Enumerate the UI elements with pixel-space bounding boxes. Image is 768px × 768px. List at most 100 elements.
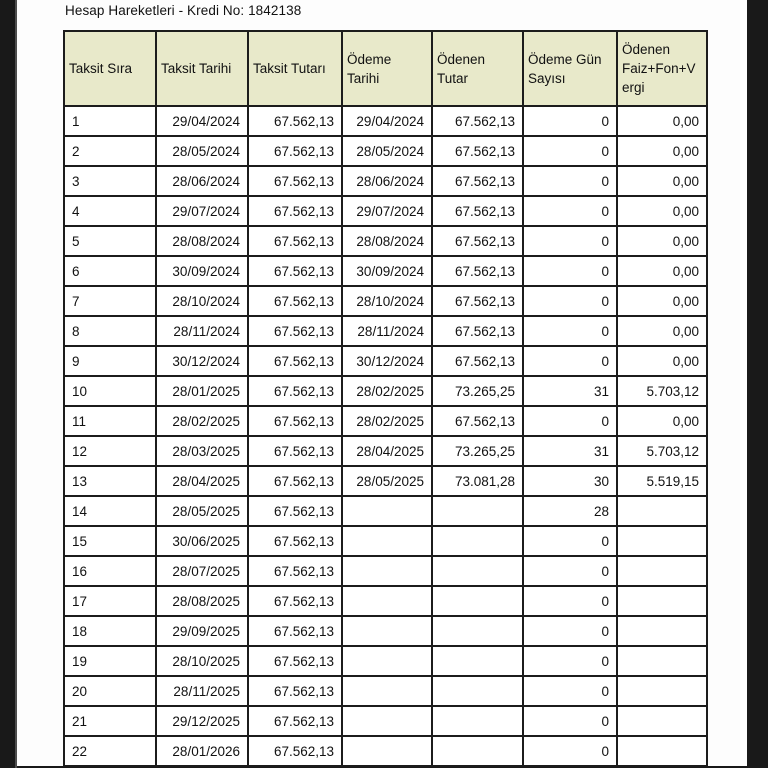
- cell-odeme-gun-sayisi: 30: [522, 465, 618, 497]
- cell-taksit-tutari: 67.562,13: [247, 375, 343, 407]
- cell-odenen-faiz-fon-vergi: 5.703,12: [616, 375, 708, 407]
- cell-taksit-tutari: 67.562,13: [247, 255, 343, 287]
- cell-taksit-sira: 15: [63, 525, 157, 557]
- column-header-taksit-sira: Taksit Sıra: [63, 30, 157, 107]
- cell-odenen-tutar: [431, 675, 524, 707]
- cell-odeme-tarihi: 28/05/2024: [341, 135, 433, 167]
- cell-taksit-sira: 12: [63, 435, 157, 467]
- cell-taksit-sira: 14: [63, 495, 157, 527]
- cell-odenen-faiz-fon-vergi: 0,00: [616, 105, 708, 137]
- cell-taksit-sira: 7: [63, 285, 157, 317]
- cell-odenen-tutar: [431, 705, 524, 737]
- cell-odeme-tarihi: 28/02/2025: [341, 375, 433, 407]
- cell-taksit-tutari: 67.562,13: [247, 735, 343, 767]
- cell-taksit-sira: 18: [63, 615, 157, 647]
- cell-odeme-gun-sayisi: 0: [522, 285, 618, 317]
- table-row: 16 28/07/2025 67.562,13 0: [63, 555, 708, 587]
- cell-odenen-faiz-fon-vergi: [616, 615, 708, 647]
- column-header-odeme-gun-sayisi: Ödeme Gün Sayısı: [522, 30, 618, 107]
- cell-odenen-tutar: [431, 525, 524, 557]
- table-row: 2 28/05/2024 67.562,13 28/05/2024 67.562,13 0…: [63, 135, 708, 167]
- cell-taksit-tarihi: 29/07/2024: [155, 195, 249, 227]
- cell-odeme-gun-sayisi: 28: [522, 495, 618, 527]
- cell-taksit-tutari: 67.562,13: [247, 195, 343, 227]
- column-header-odenen-tutar: Ödenen Tutar: [431, 30, 524, 107]
- column-header-taksit-tarihi: Taksit Tarihi: [155, 30, 249, 107]
- cell-odeme-gun-sayisi: 0: [522, 705, 618, 737]
- cell-odenen-tutar: 73.265,25: [431, 435, 524, 467]
- column-header-taksit-tutari: Taksit Tutarı: [247, 30, 343, 107]
- cell-odenen-tutar: 67.562,13: [431, 405, 524, 437]
- table-row: 4 29/07/2024 67.562,13 29/07/2024 67.562,13 0…: [63, 195, 708, 227]
- cell-odeme-tarihi: [341, 645, 433, 677]
- cell-odenen-faiz-fon-vergi: 0,00: [616, 135, 708, 167]
- cell-odeme-gun-sayisi: 0: [522, 555, 618, 587]
- page-title: Hesap Hareketleri - Kredi No: 1842138: [65, 3, 302, 18]
- cell-odeme-gun-sayisi: 0: [522, 105, 618, 137]
- cell-taksit-tarihi: 28/05/2024: [155, 135, 249, 167]
- cell-taksit-tarihi: 28/06/2024: [155, 165, 249, 197]
- cell-taksit-tutari: 67.562,13: [247, 465, 343, 497]
- cell-taksit-tutari: 67.562,13: [247, 285, 343, 317]
- cell-taksit-tutari: 67.562,13: [247, 405, 343, 437]
- cell-odenen-faiz-fon-vergi: [616, 735, 708, 767]
- cell-odeme-gun-sayisi: 0: [522, 645, 618, 677]
- table-row: 7 28/10/2024 67.562,13 28/10/2024 67.562,13 0…: [63, 285, 708, 317]
- cell-taksit-tutari: 67.562,13: [247, 135, 343, 167]
- cell-odeme-tarihi: 28/02/2025: [341, 405, 433, 437]
- table-row: 8 28/11/2024 67.562,13 28/11/2024 67.562,13 0…: [63, 315, 708, 347]
- cell-taksit-tarihi: 29/04/2024: [155, 105, 249, 137]
- cell-taksit-tutari: 67.562,13: [247, 225, 343, 257]
- cell-taksit-sira: 8: [63, 315, 157, 347]
- cell-odeme-gun-sayisi: 0: [522, 675, 618, 707]
- cell-odenen-tutar: 67.562,13: [431, 315, 524, 347]
- cell-odeme-gun-sayisi: 0: [522, 195, 618, 227]
- cell-taksit-tarihi: 28/01/2025: [155, 375, 249, 407]
- cell-taksit-sira: 6: [63, 255, 157, 287]
- cell-odeme-gun-sayisi: 0: [522, 405, 618, 437]
- cell-taksit-tutari: 67.562,13: [247, 495, 343, 527]
- table-row: 21 29/12/2025 67.562,13 0: [63, 705, 708, 737]
- cell-taksit-tarihi: 30/06/2025: [155, 525, 249, 557]
- cell-taksit-tarihi: 28/05/2025: [155, 495, 249, 527]
- cell-taksit-sira: 3: [63, 165, 157, 197]
- cell-odenen-tutar: [431, 585, 524, 617]
- cell-odenen-tutar: 67.562,13: [431, 165, 524, 197]
- cell-odenen-tutar: 67.562,13: [431, 105, 524, 137]
- cell-taksit-tarihi: 30/12/2024: [155, 345, 249, 377]
- installments-table-container: Taksit Sıra Taksit Tarihi Taksit Tutarı …: [63, 30, 708, 767]
- cell-taksit-tutari: 67.562,13: [247, 165, 343, 197]
- cell-taksit-tarihi: 29/12/2025: [155, 705, 249, 737]
- cell-odenen-faiz-fon-vergi: 0,00: [616, 195, 708, 227]
- cell-taksit-sira: 4: [63, 195, 157, 227]
- cell-odenen-tutar: [431, 645, 524, 677]
- cell-odenen-faiz-fon-vergi: [616, 645, 708, 677]
- cell-taksit-sira: 17: [63, 585, 157, 617]
- cell-odeme-gun-sayisi: 0: [522, 225, 618, 257]
- cell-taksit-tutari: 67.562,13: [247, 705, 343, 737]
- cell-taksit-tutari: 67.562,13: [247, 315, 343, 347]
- table-row: 3 28/06/2024 67.562,13 28/06/2024 67.562,13 0…: [63, 165, 708, 197]
- cell-odeme-gun-sayisi: 0: [522, 165, 618, 197]
- table-row: 18 29/09/2025 67.562,13 0: [63, 615, 708, 647]
- cell-odenen-faiz-fon-vergi: [616, 585, 708, 617]
- cell-odeme-tarihi: 28/04/2025: [341, 435, 433, 467]
- cell-odeme-gun-sayisi: 0: [522, 345, 618, 377]
- table-header-row: Taksit Sıra Taksit Tarihi Taksit Tutarı …: [63, 30, 708, 107]
- cell-odeme-tarihi: 28/05/2025: [341, 465, 433, 497]
- document-page: Hesap Hareketleri - Kredi No: 1842138 Ta…: [17, 0, 747, 767]
- table-row: 14 28/05/2025 67.562,13 28: [63, 495, 708, 527]
- cell-odenen-tutar: 73.265,25: [431, 375, 524, 407]
- cell-taksit-sira: 5: [63, 225, 157, 257]
- cell-odeme-gun-sayisi: 31: [522, 375, 618, 407]
- cell-taksit-sira: 16: [63, 555, 157, 587]
- table-row: 13 28/04/2025 67.562,13 28/05/2025 73.081,28…: [63, 465, 708, 497]
- cell-taksit-sira: 22: [63, 735, 157, 767]
- cell-odenen-faiz-fon-vergi: [616, 705, 708, 737]
- cell-taksit-tarihi: 30/09/2024: [155, 255, 249, 287]
- cell-odeme-tarihi: [341, 735, 433, 767]
- cell-taksit-tarihi: 28/01/2026: [155, 735, 249, 767]
- cell-taksit-tarihi: 28/11/2025: [155, 675, 249, 707]
- table-row: 6 30/09/2024 67.562,13 30/09/2024 67.562,13 0…: [63, 255, 708, 287]
- table-row: 22 28/01/2026 67.562,13 0: [63, 735, 708, 767]
